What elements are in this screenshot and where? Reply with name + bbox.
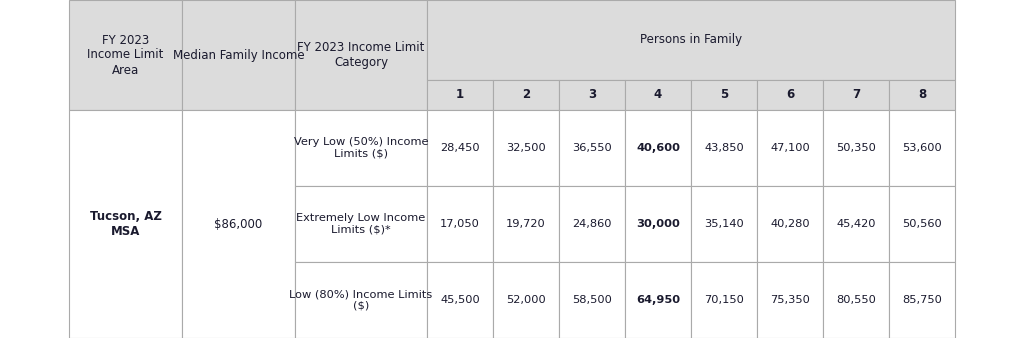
Bar [757,80,823,110]
Bar [625,186,691,262]
Text: 4: 4 [654,89,663,101]
Text: 19,720: 19,720 [506,219,546,229]
Bar [691,262,757,338]
Text: 36,550: 36,550 [572,143,612,153]
Bar [889,80,955,110]
Text: 70,150: 70,150 [705,295,744,305]
Text: 28,450: 28,450 [440,143,480,153]
Bar [625,80,691,110]
Text: FY 2023
Income Limit
Area: FY 2023 Income Limit Area [87,33,164,76]
Text: 3: 3 [588,89,596,101]
Bar [625,110,691,186]
Text: 58,500: 58,500 [572,295,612,305]
Bar [823,186,889,262]
Bar [295,262,427,338]
Text: 40,280: 40,280 [770,219,810,229]
Text: 80,550: 80,550 [836,295,876,305]
Text: 35,140: 35,140 [705,219,743,229]
Bar [182,0,295,110]
Bar [182,110,295,338]
Text: 8: 8 [918,89,926,101]
Bar [691,80,757,110]
Bar [295,186,427,262]
Bar [493,110,559,186]
Bar [427,80,493,110]
Text: 2: 2 [522,89,530,101]
Text: 1: 1 [456,89,464,101]
Bar [757,186,823,262]
Text: Median Family Income: Median Family Income [173,48,304,62]
Bar [295,110,427,186]
Bar [427,262,493,338]
Text: 24,860: 24,860 [572,219,611,229]
Bar [427,186,493,262]
Text: 30,000: 30,000 [636,219,680,229]
Text: Very Low (50%) Income
Limits ($): Very Low (50%) Income Limits ($) [294,137,428,159]
Text: 7: 7 [852,89,860,101]
Text: $86,000: $86,000 [214,217,262,231]
Text: Low (80%) Income Limits
($): Low (80%) Income Limits ($) [290,289,432,311]
Bar [295,0,427,110]
Text: 64,950: 64,950 [636,295,680,305]
Bar [427,0,955,80]
Text: Tucson, AZ
MSA: Tucson, AZ MSA [89,210,162,238]
Text: 53,600: 53,600 [902,143,942,153]
Text: 32,500: 32,500 [506,143,546,153]
Text: Persons in Family: Persons in Family [640,33,742,47]
Bar [889,186,955,262]
Bar [427,110,493,186]
Bar [889,110,955,186]
Text: 52,000: 52,000 [506,295,546,305]
Bar [559,186,625,262]
Bar [823,262,889,338]
Bar [69,110,182,338]
Text: 50,560: 50,560 [902,219,942,229]
Text: 85,750: 85,750 [902,295,942,305]
Text: FY 2023 Income Limit
Category: FY 2023 Income Limit Category [297,41,425,69]
Bar [889,262,955,338]
Bar [823,110,889,186]
Text: 45,420: 45,420 [837,219,876,229]
Text: Extremely Low Income
Limits ($)*: Extremely Low Income Limits ($)* [296,213,426,235]
Text: 75,350: 75,350 [770,295,810,305]
Bar [823,80,889,110]
Bar [493,262,559,338]
Bar [493,186,559,262]
Bar [691,110,757,186]
Text: 45,500: 45,500 [440,295,480,305]
Bar [493,80,559,110]
Text: 17,050: 17,050 [440,219,480,229]
Bar [691,186,757,262]
Bar [69,0,182,110]
Bar [559,110,625,186]
Bar [559,262,625,338]
Text: 40,600: 40,600 [636,143,680,153]
Text: 50,350: 50,350 [836,143,876,153]
Bar [757,262,823,338]
Bar [559,80,625,110]
Bar [625,262,691,338]
Text: 6: 6 [785,89,795,101]
Bar [757,110,823,186]
Text: 47,100: 47,100 [770,143,810,153]
Text: 5: 5 [720,89,728,101]
Text: 43,850: 43,850 [705,143,743,153]
